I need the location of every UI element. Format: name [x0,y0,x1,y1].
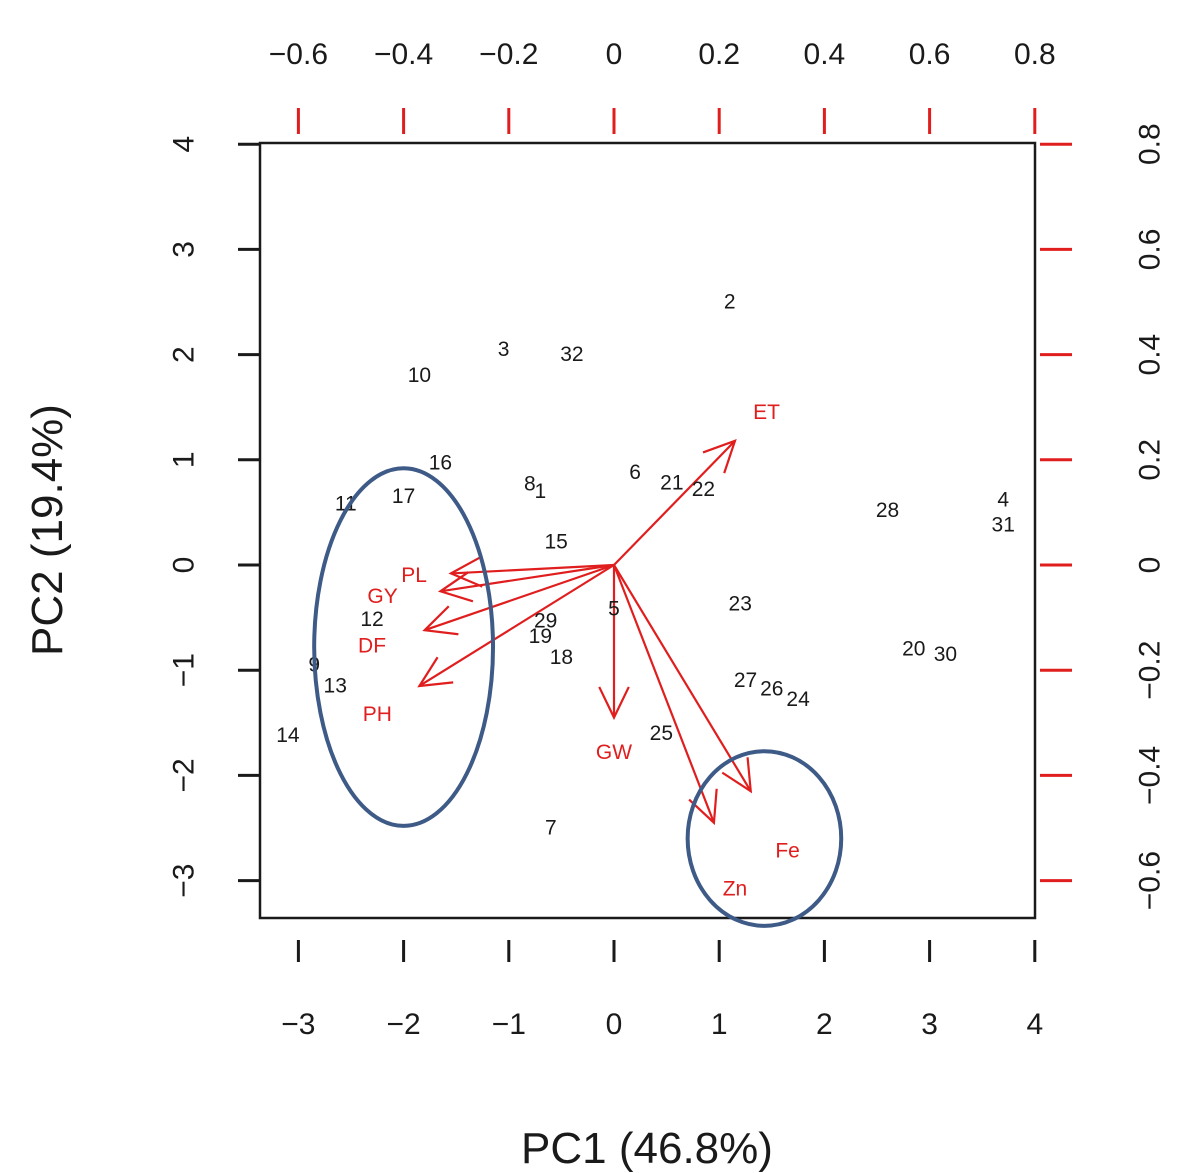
top-tick-label: −0.6 [269,38,328,71]
x-axis-title: PC1 (46.8%) [521,1124,773,1173]
loading-arrowhead-gw [598,686,630,721]
loading-label-df: DF [358,635,386,658]
observation-18: 18 [550,646,573,669]
observation-27: 27 [734,669,757,692]
y-axis: −3 −2 −1 0 1 2 3 4 [168,136,260,898]
observation-14: 14 [276,724,300,747]
loading-arrow-ph [418,564,615,687]
loading-arrow-pl [450,563,615,575]
loading-label-fe: Fe [775,840,800,863]
right-tick-label: 0.2 [1134,439,1167,481]
right-loading-axis: −0.6 −0.4 −0.2 0 0.2 0.4 0.6 0.8 [1040,123,1167,910]
top-loading-axis: −0.6 −0.4 −0.2 0 0.2 0.4 0.6 0.8 [269,38,1056,134]
observation-24: 24 [786,688,810,711]
y-tick-label: 4 [168,136,201,153]
observation-4: 4 [997,488,1009,511]
observation-1: 1 [535,480,547,503]
top-tick-label: −0.4 [374,38,433,71]
loading-arrowhead-ph [417,656,454,688]
x-tick-label: 3 [921,1008,938,1041]
observation-10: 10 [408,364,431,387]
top-tick-label: −0.2 [479,38,538,71]
x-tick-label: 4 [1026,1008,1043,1041]
observation-7: 7 [545,817,557,840]
loading-label-gy: GY [367,585,397,608]
observation-15: 15 [544,530,567,553]
top-tick-label: 0.4 [804,38,846,71]
loading-arrowhead-et [702,439,737,474]
y-tick-label: 0 [168,557,201,574]
top-tick-label: 0.6 [909,38,951,71]
observation-31: 31 [992,514,1015,537]
loading-label-et: ET [753,401,780,424]
right-tick-label: 0.8 [1134,123,1167,165]
top-tick-label: 0.2 [698,38,740,71]
loading-label-gw: GW [596,741,632,764]
y-tick-label: −1 [168,653,201,687]
observation-23: 23 [729,592,752,615]
y-tick-label: 1 [168,451,201,468]
x-tick-label: −3 [281,1008,315,1041]
observation-12: 12 [360,608,383,631]
observation-19: 19 [529,625,552,648]
plot-area-frame [258,141,1037,920]
observation-20: 20 [902,638,925,661]
x-tick-label: −1 [492,1008,526,1041]
highlight-ellipse-1 [312,466,496,828]
highlight-ellipses [312,466,844,928]
y-axis-title: PC2 (19.4%) [23,404,72,656]
observation-32: 32 [560,343,583,366]
observation-30: 30 [934,643,957,666]
loading-label-zn: Zn [723,878,748,901]
observation-22: 22 [692,478,715,501]
right-tick-label: −0.6 [1134,851,1167,910]
x-axis: −3 −2 −1 0 1 2 3 4 [281,940,1043,1041]
loading-arrowhead-gy [437,571,474,603]
observation-26: 26 [760,678,783,701]
observation-5: 5 [608,598,620,621]
observation-21: 21 [660,471,683,494]
right-tick-label: −0.2 [1134,641,1167,700]
observation-29: 29 [534,609,557,632]
x-tick-label: 1 [711,1008,728,1041]
y-tick-label: 3 [168,241,201,258]
x-tick-label: 2 [816,1008,833,1041]
loading-arrowhead-df [422,605,459,636]
loading-arrow-zn [612,564,715,824]
right-tick-label: 0 [1134,557,1167,574]
x-tick-label: −2 [386,1008,420,1041]
observation-3: 3 [498,338,510,361]
top-tick-label: 0.8 [1014,38,1056,71]
right-tick-label: −0.4 [1134,746,1167,805]
top-tick-label: 0 [606,38,623,71]
right-tick-label: 0.6 [1134,229,1167,271]
right-tick-label: 0.4 [1134,334,1167,376]
loading-arrow-df [424,563,615,632]
observation-13: 13 [324,674,347,697]
loading-arrow-gy [440,563,615,593]
observation-2: 2 [724,291,736,314]
loading-arrow-et [613,440,736,566]
observation-8: 8 [524,472,536,495]
loading-arrowhead-fe [721,757,753,794]
observation-11: 11 [335,492,357,515]
y-tick-label: −2 [168,758,201,792]
observation-25: 25 [650,722,673,745]
loading-arrowhead-pl [448,556,483,588]
loading-arrowhead-zn [688,788,718,826]
observation-17: 17 [392,485,415,508]
y-tick-label: 2 [168,346,201,363]
loading-label-ph: PH [363,703,392,726]
loading-label-pl: PL [401,564,427,587]
observation-16: 16 [429,451,452,474]
loading-arrow-fe [613,564,752,792]
highlight-ellipse-2 [685,749,844,928]
y-tick-label: −3 [168,863,201,897]
observation-6: 6 [629,461,641,484]
x-tick-label: 0 [606,1008,623,1041]
observation-28: 28 [876,499,899,522]
